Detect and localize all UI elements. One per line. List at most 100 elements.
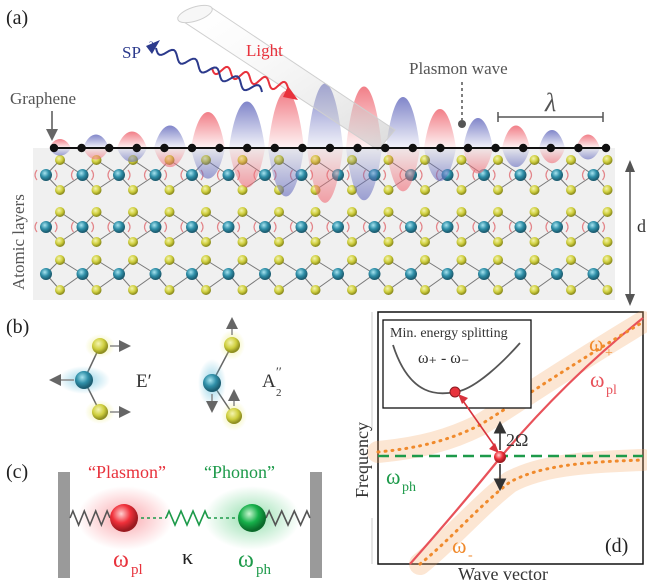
vibration-mark — [289, 221, 314, 233]
graphene-atom — [381, 143, 390, 153]
metal-atom — [551, 268, 563, 280]
chalcogen-atom — [274, 255, 284, 265]
chalcogen-atom — [529, 207, 540, 217]
chalcogen-atom — [347, 255, 357, 265]
vibration-mark — [180, 221, 204, 233]
plasmon-lobe-down — [502, 148, 530, 168]
plasmon-lobe-down — [268, 148, 304, 197]
phonon-label: “Phonon” — [204, 462, 275, 482]
omega-ph-line-symbol: ω — [386, 464, 400, 489]
chalcogen-atom — [274, 207, 284, 217]
chalcogen-atom — [128, 185, 138, 195]
metal-atom — [441, 268, 454, 280]
metal-atom — [405, 221, 417, 233]
chalcogen-atom — [55, 237, 65, 247]
graphene-atom — [519, 143, 528, 153]
graphene-atom — [105, 143, 114, 153]
chalcogen-atom — [201, 207, 211, 217]
chalcogen-atom — [347, 207, 357, 217]
e-prime-label: E′ — [136, 371, 152, 392]
graphene-atom — [215, 143, 224, 153]
chalcogen-atom — [347, 237, 357, 247]
chalcogen-atom — [310, 255, 321, 265]
graphene-atom — [77, 143, 86, 153]
metal-atom — [75, 371, 93, 389]
plasmon-lobe-up — [117, 131, 147, 148]
vibration-mark — [70, 169, 95, 181]
plasmon-lobe-up — [424, 109, 456, 148]
omega-pl-curve-symbol: ω — [590, 367, 604, 392]
lower-polariton-branch — [418, 458, 645, 566]
metal-atom — [478, 268, 490, 280]
metal-atom — [259, 169, 271, 181]
chalcogen-atom — [91, 285, 102, 295]
vibration-mark — [508, 169, 533, 181]
omega-pl-subscript: pl — [131, 562, 143, 578]
inset-title: Min. energy splitting — [390, 326, 508, 341]
metal-atom — [186, 221, 198, 233]
chalcogen-atom — [383, 285, 394, 295]
metal-atom — [551, 221, 563, 233]
panel-c: (c) “Plasmon” “Phonon” ω pl κ ω ph — [6, 461, 322, 578]
graphene-atom — [353, 143, 362, 153]
vibration-mark — [34, 221, 58, 233]
chalcogen-atom — [55, 185, 65, 195]
a2-subscript: 2 — [276, 387, 282, 399]
plasmon-lobe-up — [576, 134, 600, 148]
light-beam-aperture — [177, 4, 213, 24]
metal-atom — [514, 268, 527, 280]
metal-atom — [478, 221, 490, 233]
panel-b: (b) E′ — [6, 316, 282, 431]
chalcogen-atom — [493, 207, 503, 217]
chalcogen-atom — [493, 285, 503, 295]
chalcogen-atom — [237, 255, 248, 265]
plasmon-lobe-down — [386, 148, 420, 192]
metal-atom — [222, 268, 235, 280]
chalcogen-atom — [456, 285, 467, 295]
omega-minus-symbol: ω — [452, 533, 466, 558]
vibration-mark — [581, 169, 606, 181]
chalcogen-atom — [91, 255, 102, 265]
vibration-mark — [107, 169, 131, 181]
plasmon-lobe-down — [191, 148, 225, 179]
chalcogen-atom — [91, 185, 102, 195]
vibration-mark — [216, 221, 241, 233]
metal-atom — [186, 268, 198, 280]
chalcogen-atom — [164, 207, 175, 217]
metal-atom — [368, 268, 381, 280]
metal-atom — [40, 221, 52, 233]
plasmon-lobe-down — [229, 148, 265, 188]
chalcogen-atom — [55, 285, 65, 295]
plasmon-oscillator — [110, 504, 138, 532]
panel-d: Min. energy splitting ω₊ - ω₋ 2Ω ω + ω p… — [352, 311, 647, 584]
chalcogen-atom — [310, 237, 321, 247]
graphene-label: Graphene — [10, 89, 76, 108]
inset-minimum-dot — [449, 386, 461, 398]
graphene-atom — [546, 143, 555, 153]
metal-atom — [113, 221, 125, 233]
a2-superscript: ′′ — [276, 364, 282, 379]
sp3-superscript: 3 — [149, 40, 154, 50]
plasmon-lobe-down — [463, 148, 493, 174]
a2-mode — [198, 317, 247, 431]
plasmon-lobe-down — [117, 148, 147, 163]
plasmon-lobe-up — [386, 97, 420, 148]
vibration-mark — [472, 221, 496, 233]
plasmon-lobe-down — [307, 148, 343, 203]
metal-atom — [222, 169, 235, 181]
chalcogen-atom — [164, 185, 175, 195]
chalcogen-atom — [237, 237, 248, 247]
chalcogen-atom — [274, 237, 284, 247]
metal-atom — [514, 221, 527, 233]
omega-minus-subscript: - — [468, 548, 473, 563]
chalcogen-atom — [566, 155, 576, 165]
plasmon-lobe-down — [346, 148, 382, 201]
omega-plus-symbol: ω — [589, 331, 603, 356]
chalcogen-atom — [274, 285, 284, 295]
metal-atom — [514, 169, 527, 181]
metal-atom — [113, 169, 125, 181]
chalcogen-atom — [602, 255, 613, 265]
atomic-layers-label: Atomic layers — [9, 194, 28, 290]
plasmon-lobe-up — [268, 91, 304, 148]
